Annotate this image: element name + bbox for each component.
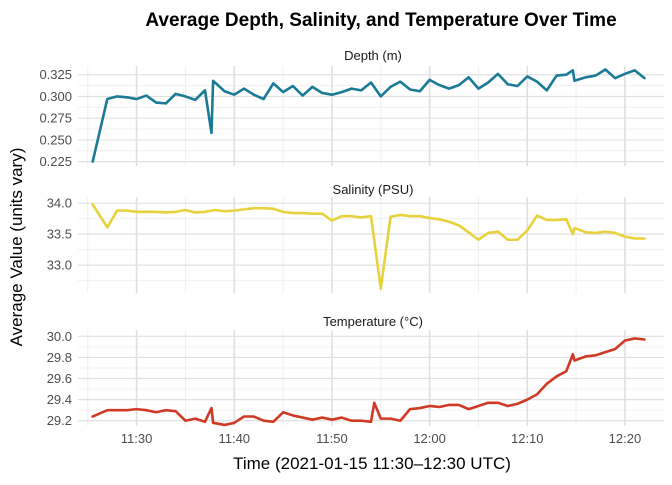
y-tick-label: 0.225	[39, 154, 72, 169]
x-tick-label: 12:10	[511, 431, 544, 446]
x-tick-label: 11:30	[121, 431, 153, 446]
y-tick-label: 0.250	[39, 132, 72, 147]
y-tick-label: 29.2	[47, 413, 72, 428]
x-tick-label: 12:00	[413, 431, 446, 446]
y-tick-label: 0.300	[39, 89, 72, 104]
series-line	[91, 203, 646, 290]
panel-title: Temperature (°C)	[323, 314, 423, 329]
series-line	[91, 337, 646, 427]
y-tick-label: 30.0	[47, 329, 72, 344]
panel-2: Salinity (PSU) 33.0 33.5 34.0	[47, 182, 664, 293]
y-tick-label: 34.0	[47, 196, 72, 211]
x-axis-label: Time (2021-01-15 11:30–12:30 UTC)	[233, 454, 511, 473]
panel-3: Temperature (°C) 29.2 29.4 29.6 29.8 30.0	[47, 314, 664, 428]
y-axis-label: Average Value (units vary)	[7, 148, 26, 347]
y-tick-label: 29.4	[47, 392, 72, 407]
y-tick-label: 0.325	[39, 67, 72, 82]
panel-title: Depth (m)	[344, 48, 402, 63]
y-tick-label: 29.6	[47, 371, 72, 386]
y-tick-label: 33.5	[47, 227, 72, 242]
panel-title: Salinity (PSU)	[333, 182, 414, 197]
y-tick-label: 29.8	[47, 350, 72, 365]
panel-1: Depth (m) 0.225 0.250 0.275 0.300 0.325	[39, 48, 664, 169]
x-tick-label: 11:40	[218, 431, 250, 446]
x-tick-label: 12:20	[609, 431, 642, 446]
x-tick-label: 11:50	[316, 431, 348, 446]
y-tick-label: 0.275	[39, 111, 72, 126]
chart-title: Average Depth, Salinity, and Temperature…	[145, 10, 616, 31]
y-tick-label: 33.0	[47, 258, 72, 273]
series-line	[91, 68, 646, 163]
